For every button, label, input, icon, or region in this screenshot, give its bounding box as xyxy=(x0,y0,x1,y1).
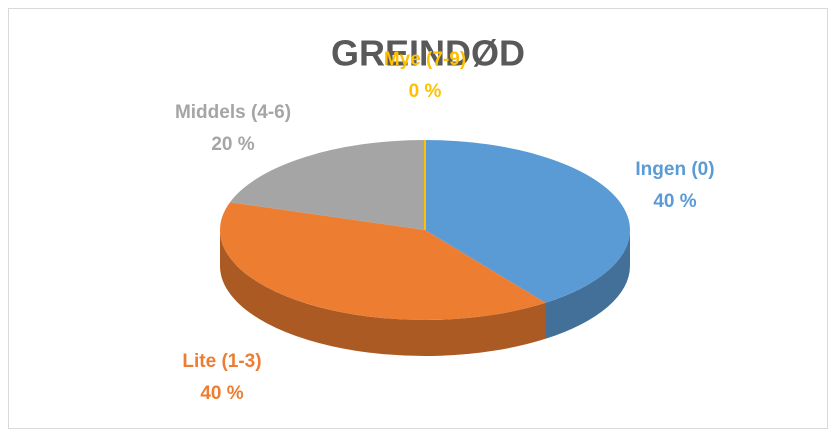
data-label-value: 40 % xyxy=(200,383,243,404)
slice xyxy=(425,140,630,303)
slice xyxy=(220,202,546,320)
data-label-name: Mye (7-9) xyxy=(384,49,466,70)
data-label-value: 0 % xyxy=(409,81,442,102)
data-label-value: 40 % xyxy=(653,191,696,212)
data-label-name: Middels (4-6) xyxy=(175,102,291,123)
data-label-name: Lite (1-3) xyxy=(182,351,261,372)
chart-title: GREINDØD xyxy=(331,33,525,74)
data-label-value: 20 % xyxy=(211,134,254,155)
slice-side xyxy=(545,230,630,339)
slice xyxy=(230,140,425,230)
slice-side xyxy=(220,230,546,356)
data-label-name: Ingen (0) xyxy=(635,159,714,180)
